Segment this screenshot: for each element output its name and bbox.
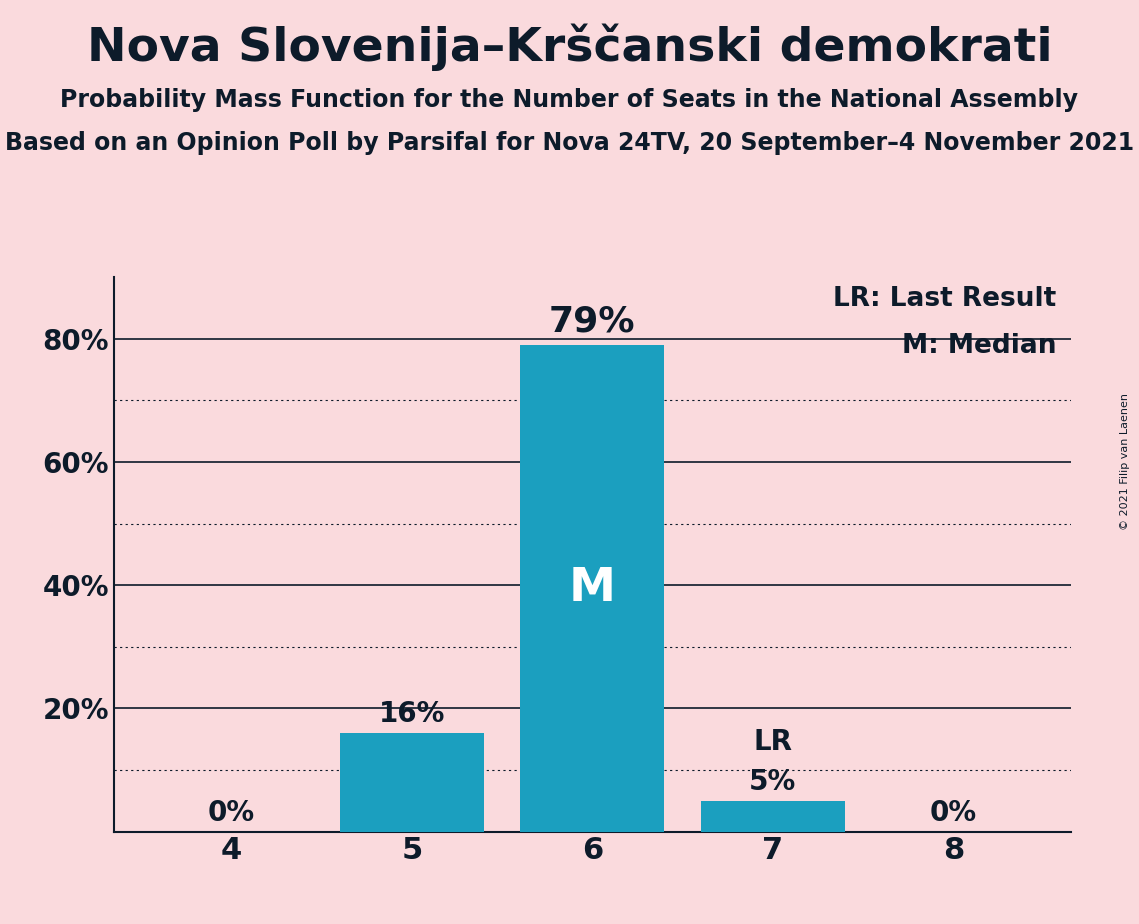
Text: 16%: 16% [378, 700, 445, 728]
Text: Based on an Opinion Poll by Parsifal for Nova 24TV, 20 September–4 November 2021: Based on an Opinion Poll by Parsifal for… [5, 131, 1134, 155]
Bar [521, 345, 664, 832]
Bar [339, 733, 484, 832]
Text: 0%: 0% [929, 798, 977, 827]
Text: LR: Last Result: LR: Last Result [833, 286, 1056, 311]
Bar [700, 801, 845, 832]
Text: 79%: 79% [549, 305, 636, 339]
Text: Probability Mass Function for the Number of Seats in the National Assembly: Probability Mass Function for the Number… [60, 88, 1079, 112]
Text: 0%: 0% [207, 798, 255, 827]
Text: M: Median: M: Median [902, 333, 1056, 359]
Text: M: M [568, 565, 616, 611]
Text: 5%: 5% [749, 768, 796, 796]
Text: Nova Slovenija–Krščanski demokrati: Nova Slovenija–Krščanski demokrati [87, 23, 1052, 70]
Text: LR: LR [753, 728, 793, 756]
Text: © 2021 Filip van Laenen: © 2021 Filip van Laenen [1120, 394, 1130, 530]
